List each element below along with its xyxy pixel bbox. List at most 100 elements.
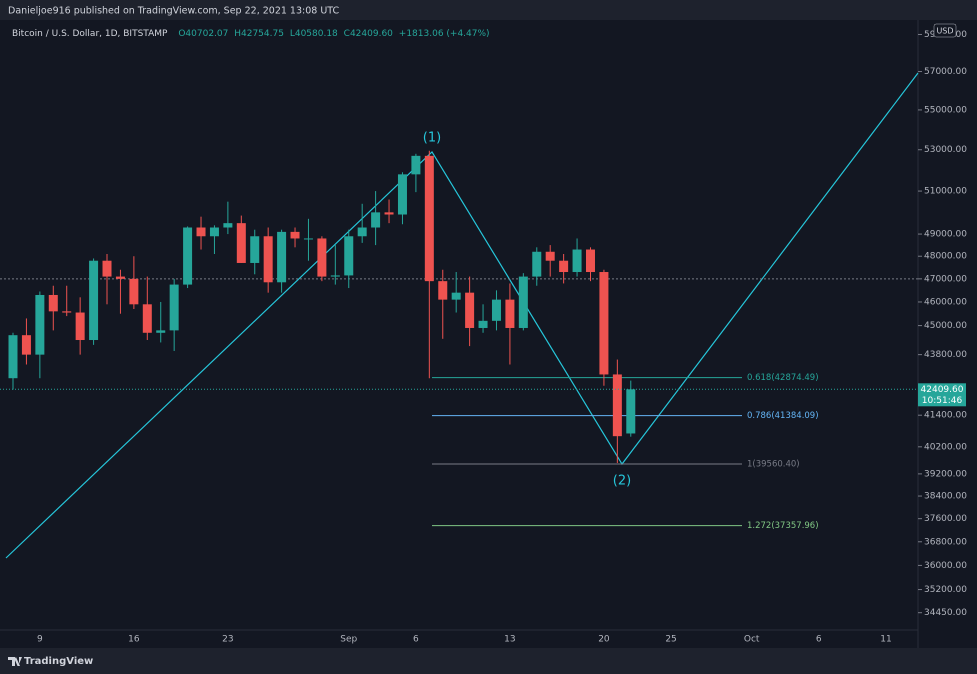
x-tick-label: 11 [880, 635, 891, 645]
countdown-label: 10:51:46 [922, 396, 963, 406]
candle-body [102, 260, 112, 277]
candle-body [612, 374, 622, 437]
candle-body [196, 227, 206, 237]
candle-body [478, 320, 488, 328]
y-tick-label: 43800.00 [924, 350, 967, 360]
candle-body [532, 251, 542, 277]
x-tick-label: 6 [413, 635, 419, 645]
candle-body [236, 223, 246, 263]
y-tick-label: 38400.00 [924, 492, 967, 502]
x-tick-label: 9 [37, 635, 43, 645]
y-tick-label: 53000.00 [924, 145, 967, 155]
y-tick-label: 36800.00 [924, 537, 967, 547]
candle-body [317, 238, 327, 277]
ohlc-close: C42409.60 [344, 29, 394, 39]
y-tick-label: 51000.00 [924, 187, 967, 197]
y-tick-label: 36000.00 [924, 561, 967, 571]
candle-body [142, 304, 152, 333]
candle-body [223, 223, 233, 228]
candle-body [89, 260, 99, 341]
candle-body [8, 335, 18, 379]
candle-body [129, 278, 139, 305]
y-tick-label: 40200.00 [924, 442, 967, 452]
currency-box [933, 23, 957, 38]
candle-body [559, 260, 569, 273]
fib-label: 1.272(37357.96) [747, 521, 819, 531]
candle-body [35, 294, 45, 355]
symbol-title: Bitcoin / U.S. Dollar, 1D, BITSTAMP [12, 29, 168, 39]
candle-body [397, 174, 407, 215]
candle-body [626, 389, 636, 434]
y-tick-label: 49000.00 [924, 230, 967, 240]
x-tick-label: 20 [598, 635, 610, 645]
candle-body [371, 212, 381, 228]
y-tick-label: 45000.00 [924, 321, 967, 331]
candle-body [169, 284, 179, 331]
candle-body [156, 330, 166, 333]
plot-area [0, 20, 918, 648]
candle-body [585, 249, 595, 273]
brand: TradingView [24, 656, 93, 667]
candle-body [209, 227, 219, 237]
candle-body [411, 155, 421, 175]
ohlc-low: L40580.18 [290, 29, 338, 39]
y-tick-label: 47000.00 [924, 274, 967, 284]
y-tick-label: 37600.00 [924, 514, 967, 524]
wave-label: (2) [613, 474, 631, 489]
candle-body [518, 276, 528, 328]
last-price-label: 42409.60 [921, 385, 964, 395]
y-tick-label: 46000.00 [924, 297, 967, 307]
candle-body [48, 294, 58, 312]
candle-body [115, 276, 125, 279]
publish-info: Danieljoe916 published on TradingView.co… [8, 6, 340, 17]
candle-body [277, 231, 287, 283]
chart-layer: 59000.0057000.0055000.0053000.0051000.00… [0, 30, 967, 645]
y-tick-label: 34450.00 [924, 608, 967, 618]
candle-body [572, 249, 582, 273]
x-tick-label: 25 [665, 635, 676, 645]
ohlc-change: +1813.06 (+4.47%) [399, 29, 490, 39]
x-tick-label: 23 [222, 635, 233, 645]
candle-body [545, 251, 555, 261]
fib-label: 0.618(42874.49) [747, 373, 819, 383]
y-tick-label: 39200.00 [924, 469, 967, 479]
x-tick-label: 6 [816, 635, 822, 645]
candle-body [62, 311, 72, 313]
header-bar [0, 0, 977, 20]
ohlc-high: H42754.75 [234, 29, 284, 39]
candle-body [263, 236, 273, 283]
fib-label: 1(39560.40) [747, 460, 800, 470]
candle-body [384, 212, 394, 215]
candle-body [451, 292, 461, 300]
logo [8, 657, 22, 666]
candle-body [344, 236, 354, 276]
wave-label: (1) [423, 131, 441, 146]
candle-body [505, 299, 515, 328]
y-tick-label: 41400.00 [924, 411, 967, 421]
y-tick-label: 57000.00 [924, 67, 967, 77]
candle-body [465, 292, 475, 328]
candle-body [303, 238, 313, 240]
candle-body [290, 231, 300, 239]
x-tick-label: 13 [504, 635, 515, 645]
candle-body [438, 281, 448, 300]
candle-body [357, 227, 367, 237]
x-tick-label: Sep [340, 635, 357, 645]
symbol-legend: Bitcoin / U.S. Dollar, 1D, BITSTAMP O407… [12, 29, 490, 39]
candle-body [330, 275, 340, 277]
x-tick-label: Oct [744, 635, 760, 645]
fib-label: 0.786(41384.09) [747, 411, 819, 421]
x-tick-label: 16 [128, 635, 140, 645]
candle-body [183, 227, 193, 285]
candle-body [21, 335, 31, 355]
y-tick-label: 48000.00 [924, 252, 967, 262]
last-price-tag [918, 383, 966, 407]
candle-body [599, 272, 609, 375]
ohlc-open: O40702.07 [178, 29, 228, 39]
currency: USD [936, 27, 953, 36]
candle-body [250, 236, 260, 263]
candle-body [491, 299, 501, 321]
y-tick-label: 35200.00 [924, 585, 967, 595]
y-tick-label: 55000.00 [924, 105, 967, 115]
